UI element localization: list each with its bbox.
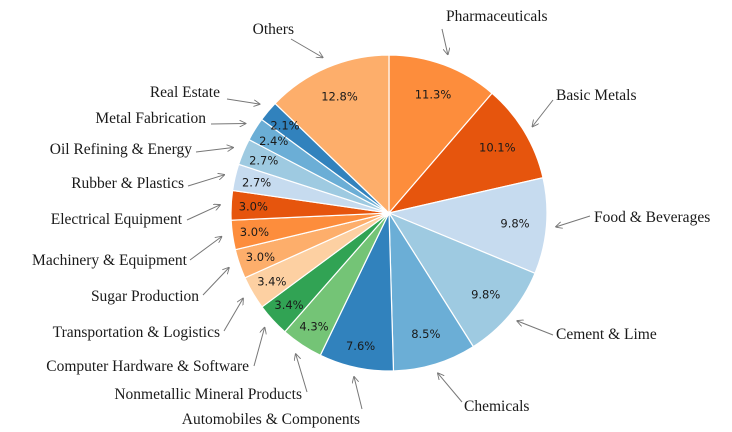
category-labels: Pharmaceuticals Basic Metals Food & Bevera…: [32, 8, 710, 428]
pct-label-rubber-and-plastics: 2.7%: [242, 175, 271, 189]
leader-arrow-transportation-and-logistics: [223, 298, 243, 332]
slice-chemicals: [388, 210, 475, 372]
category-label-automobiles-and-components: Automobiles & Components: [182, 411, 360, 428]
leader-arrow-cement-and-lime: [517, 321, 554, 336]
category-label-pharmaceuticals: Pharmaceuticals: [446, 8, 548, 25]
pct-label-sugar-production: 3.0%: [246, 250, 275, 264]
category-label-rubber-and-plastics: Rubber & Plastics: [71, 175, 184, 192]
category-label-electrical-equipment: Electrical Equipment: [51, 211, 183, 228]
slice-food-and-beverages: [387, 177, 548, 275]
slices: [230, 54, 548, 372]
category-label-machinery-and-equipment: Machinery & Equipment: [32, 252, 188, 269]
leader-arrow-rubber-and-plastics: [187, 175, 224, 187]
slice-others: [274, 54, 390, 215]
pct-label-others: 12.8%: [321, 90, 358, 104]
leader-arrow-nonmetallic-mineral-products: [296, 354, 308, 393]
pct-label-machinery-and-equipment: 3.0%: [240, 225, 269, 239]
pct-label-oil-refining-and-energy: 2.7%: [249, 153, 278, 167]
pct-label-transportation-and-logistics: 3.4%: [257, 275, 286, 289]
category-label-sugar-production: Sugar Production: [91, 288, 199, 305]
pct-label-pharmaceuticals: 11.3%: [415, 88, 452, 102]
slice-cement-and-lime: [387, 211, 536, 348]
pct-label-metal-fabrication: 2.4%: [259, 134, 288, 148]
category-label-chemicals: Chemicals: [464, 398, 529, 415]
leader-arrow-chemicals: [438, 373, 463, 403]
leader-arrow-basic-metals: [532, 99, 554, 127]
leader-arrow-food-and-beverages: [556, 215, 591, 227]
pct-label-automobiles-and-components: 7.6%: [346, 339, 375, 353]
category-label-real-estate: Real Estate: [150, 84, 220, 101]
leader-arrow-automobiles-and-components: [354, 377, 363, 410]
category-label-metal-fabrication: Metal Fabrication: [95, 110, 206, 127]
leader-arrow-machinery-and-equipment: [189, 237, 222, 261]
percent-labels: 11.3% 10.1% 9.8% 9.8% 8.5% 7.6% 4.3% 3.4% 3.4% 3.…: [239, 88, 530, 353]
leader-arrow-oil-refining-and-energy: [195, 148, 233, 153]
leader-arrow-real-estate: [226, 98, 260, 104]
leader-arrow-computer-hardware-and-software: [253, 328, 265, 367]
pct-label-computer-hardware-and-software: 3.4%: [274, 298, 303, 312]
pct-label-cement-and-lime: 9.8%: [471, 287, 500, 301]
category-label-cement-and-lime: Cement & Lime: [556, 326, 657, 343]
leader-arrow-electrical-equipment: [186, 205, 220, 221]
pct-label-food-and-beverages: 9.8%: [500, 217, 529, 231]
category-label-oil-refining-and-energy: Oil Refining & Energy: [50, 141, 192, 158]
category-label-transportation-and-logistics: Transportation & Logistics: [53, 324, 220, 341]
pct-label-electrical-equipment: 3.0%: [239, 199, 268, 213]
leader-arrow-others: [290, 38, 323, 58]
slice-pharmaceuticals: [388, 54, 493, 215]
category-label-others: Others: [253, 21, 294, 38]
pct-label-real-estate: 2.1%: [270, 119, 299, 133]
leader-arrow-sugar-production: [202, 268, 229, 296]
leader-lines: [186, 28, 591, 410]
pct-label-nonmetallic-mineral-products: 4.3%: [299, 319, 328, 333]
category-label-basic-metals: Basic Metals: [556, 87, 637, 104]
leader-arrow-pharmaceuticals: [441, 28, 448, 55]
category-label-food-and-beverages: Food & Beverages: [594, 209, 710, 226]
pct-label-chemicals: 8.5%: [411, 327, 440, 341]
slice-basic-metals: [387, 92, 544, 214]
pct-label-basic-metals: 10.1%: [479, 141, 516, 155]
category-label-computer-hardware-and-software: Computer Hardware & Software: [46, 358, 249, 375]
leader-arrow-metal-fabrication: [210, 124, 246, 125]
category-label-nonmetallic-mineral-products: Nonmetallic Mineral Products: [114, 386, 302, 403]
